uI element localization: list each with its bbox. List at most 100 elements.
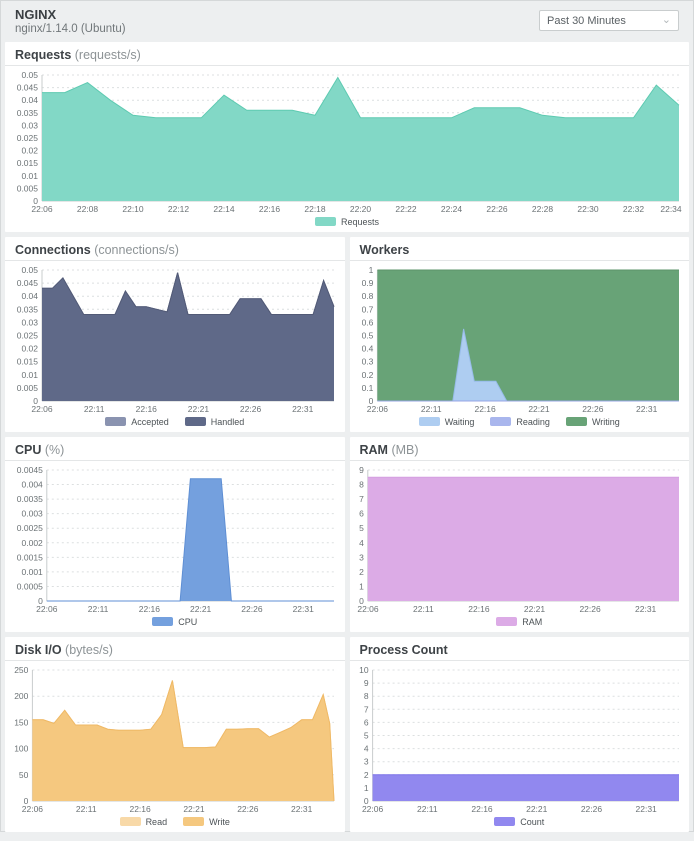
svg-text:22:06: 22:06 (22, 804, 44, 814)
svg-text:1: 1 (359, 581, 364, 591)
svg-text:200: 200 (14, 691, 28, 701)
legend-item: Writing (565, 417, 620, 427)
svg-text:0.015: 0.015 (17, 356, 39, 366)
svg-text:22:31: 22:31 (635, 604, 657, 614)
legend-label: Accepted (131, 416, 169, 427)
svg-text:22:11: 22:11 (76, 804, 97, 814)
svg-text:9: 9 (363, 678, 368, 688)
svg-text:0.035: 0.035 (17, 108, 39, 118)
svg-text:150: 150 (14, 717, 28, 727)
svg-text:0.4: 0.4 (361, 343, 373, 353)
time-range-value: Past 30 Minutes (547, 14, 626, 27)
svg-text:0.015: 0.015 (17, 158, 39, 168)
svg-text:0.2: 0.2 (361, 370, 373, 380)
requests-chart[interactable]: 0 0.005 0.01 0.015 0.02 0.025 0.03 0.035 0.04 0.0… (9, 70, 685, 215)
chart-card-requests: Requests (requests/s) 0 0.005 0.01 0.015 0.0… (5, 41, 689, 232)
svg-text:3: 3 (363, 756, 368, 766)
svg-text:0.8: 0.8 (361, 291, 373, 301)
legend-swatch (184, 417, 206, 427)
ram-legend: RAM (350, 615, 690, 632)
legend-swatch (496, 617, 518, 627)
workers-chart[interactable]: 0 0.1 0.2 0.3 0.4 0.5 0.6 0.7 0.8 0.9 1 22:06 22:11 2… (354, 265, 686, 415)
page-subtitle: nginx/1.14.0 (Ubuntu) (15, 22, 126, 35)
svg-text:0.7: 0.7 (361, 304, 373, 314)
legend-label: Requests (340, 216, 380, 227)
svg-text:22:31: 22:31 (292, 404, 314, 414)
svg-text:22:34: 22:34 (660, 204, 682, 214)
legend-swatch (418, 417, 440, 427)
page-title: NGINX (15, 7, 57, 22)
legend-item: Write (183, 817, 230, 827)
svg-text:8: 8 (363, 691, 368, 701)
svg-text:0.003: 0.003 (22, 508, 44, 518)
svg-text:0.02: 0.02 (21, 145, 38, 155)
svg-text:0.002: 0.002 (22, 538, 44, 548)
svg-text:0.03: 0.03 (21, 317, 38, 327)
svg-text:0.045: 0.045 (17, 82, 39, 92)
chevron-down-icon: ⌄ (661, 14, 671, 26)
svg-text:0.035: 0.035 (17, 304, 39, 314)
legend-label: Write (209, 816, 230, 827)
chart-title-workers: Workers (349, 237, 689, 261)
svg-text:22:16: 22:16 (139, 604, 161, 614)
svg-text:0.004: 0.004 (22, 479, 44, 489)
svg-text:22:16: 22:16 (136, 404, 158, 414)
svg-text:9: 9 (359, 465, 364, 475)
svg-text:22:18: 22:18 (304, 204, 326, 214)
ram-chart[interactable]: 0 1 2 3 4 5 6 7 8 9 22:06 22:11 22:16 22:21 22:26 22:31 (354, 465, 686, 615)
svg-text:22:31: 22:31 (635, 804, 657, 814)
svg-text:6: 6 (359, 508, 364, 518)
legend-swatch (494, 817, 516, 827)
svg-text:0: 0 (33, 196, 38, 206)
svg-text:250: 250 (14, 665, 28, 675)
time-range-select[interactable]: Past 30 Minutes ⌄ (539, 10, 679, 31)
cpu-chart[interactable]: 0 0.0005 0.001 0.0015 0.002 0.0025 0.003 0.0035… (9, 465, 341, 615)
svg-text:4: 4 (363, 743, 368, 753)
chart-card-workers: Workers 0 0.1 0.2 0.3 0.4 0.5 0.6 0.7 0.8 0.9 1 22:… (349, 236, 689, 432)
svg-text:22:26: 22:26 (580, 804, 602, 814)
svg-text:22:26: 22:26 (582, 404, 604, 414)
svg-text:22:26: 22:26 (241, 604, 263, 614)
legend-item: CPU (152, 617, 197, 627)
svg-text:22:06: 22:06 (31, 404, 53, 414)
svg-text:22:06: 22:06 (31, 204, 53, 214)
legend-item: Requests (314, 216, 380, 227)
disk-io-chart[interactable]: 0 50 100 150 200 250 22:06 22:11 22:16 22:21 22:26… (9, 665, 341, 815)
svg-text:22:21: 22:21 (523, 604, 545, 614)
svg-text:22:21: 22:21 (188, 404, 210, 414)
svg-text:22:06: 22:06 (361, 804, 383, 814)
legend-swatch (119, 817, 141, 827)
svg-text:22:16: 22:16 (471, 804, 493, 814)
legend-label: Read (145, 816, 168, 827)
svg-text:0.05: 0.05 (21, 265, 38, 275)
svg-text:0.05: 0.05 (21, 70, 38, 80)
svg-text:0: 0 (368, 396, 373, 406)
svg-text:8: 8 (359, 479, 364, 489)
svg-text:0.025: 0.025 (17, 330, 39, 340)
connections-legend: Accepted Handled (5, 415, 345, 432)
svg-text:0: 0 (38, 596, 43, 606)
disk-io-legend: Read Write (5, 815, 345, 832)
chart-card-process-count: Process Count 0 1 2 3 4 5 6 7 8 9 10 22:06 22:11 22:1… (349, 636, 689, 832)
svg-text:22:06: 22:06 (357, 604, 379, 614)
svg-text:22:26: 22:26 (237, 804, 259, 814)
svg-text:0.04: 0.04 (21, 95, 38, 105)
svg-text:22:21: 22:21 (526, 804, 548, 814)
chart-title-ram: RAM (MB) (349, 437, 689, 461)
chart-card-disk-io: Disk I/O (bytes/s) 0 50 100 150 200 250 22:06 2… (5, 636, 345, 832)
svg-text:0.005: 0.005 (17, 183, 39, 193)
connections-chart[interactable]: 0 0.005 0.01 0.015 0.02 0.025 0.03 0.035 0.04 0.0… (9, 265, 341, 415)
svg-text:0.03: 0.03 (21, 120, 38, 130)
process-count-chart[interactable]: 0 1 2 3 4 5 6 7 8 9 10 22:06 22:11 22:16 22:21 22:26 22:… (354, 665, 686, 815)
svg-text:7: 7 (363, 704, 368, 714)
svg-text:22:10: 22:10 (122, 204, 144, 214)
svg-text:0.02: 0.02 (21, 343, 38, 353)
svg-text:22:06: 22:06 (366, 404, 388, 414)
chart-card-ram: RAM (MB) 0 1 2 3 4 5 6 7 8 9 22:06 22:11 22:16 22:21 2… (349, 436, 690, 632)
svg-text:0.0015: 0.0015 (17, 552, 43, 562)
svg-text:22:21: 22:21 (190, 604, 212, 614)
legend-item: Handled (184, 417, 244, 427)
svg-text:10: 10 (359, 665, 369, 675)
legend-swatch (183, 817, 205, 827)
svg-text:22:16: 22:16 (259, 204, 281, 214)
